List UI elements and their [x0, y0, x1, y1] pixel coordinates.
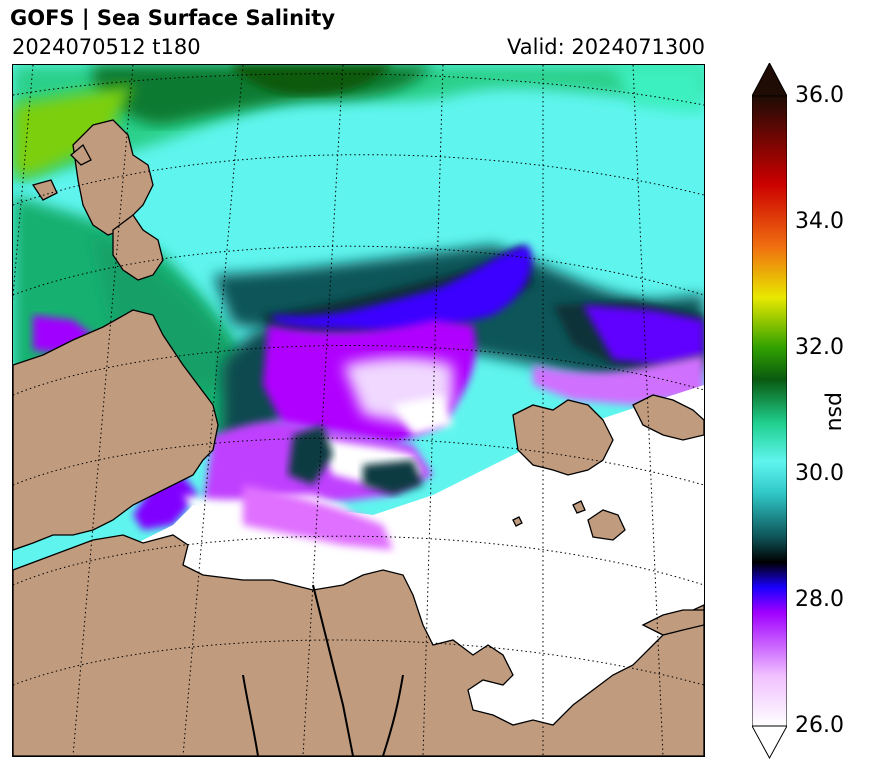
run-label: 2024070512 t180 — [12, 35, 201, 59]
colorbar-tick-36: 36.0 — [795, 83, 844, 108]
land — [13, 119, 704, 756]
colorbar-tick-28: 28.0 — [795, 587, 844, 612]
graticule — [13, 65, 704, 756]
map-canvas — [13, 65, 704, 756]
colorbar-tick-32: 32.0 — [795, 335, 844, 360]
colorbar-tick-30: 30.0 — [795, 461, 844, 486]
colorbar-tick-34: 34.0 — [795, 209, 844, 234]
colorbar-unit-label: psu — [823, 392, 848, 432]
colorbar-gradient — [752, 95, 787, 727]
valid-label: Valid: 2024071300 — [507, 35, 705, 59]
colorbar — [752, 63, 787, 759]
colorbar-min-extend — [752, 725, 787, 759]
colorbar-tick-26: 26.0 — [795, 713, 844, 738]
colorbar-max-extend — [752, 63, 787, 97]
rivers — [242, 584, 404, 756]
salinity-map — [12, 64, 705, 757]
plot-title: GOFS | Sea Surface Salinity — [10, 6, 336, 30]
